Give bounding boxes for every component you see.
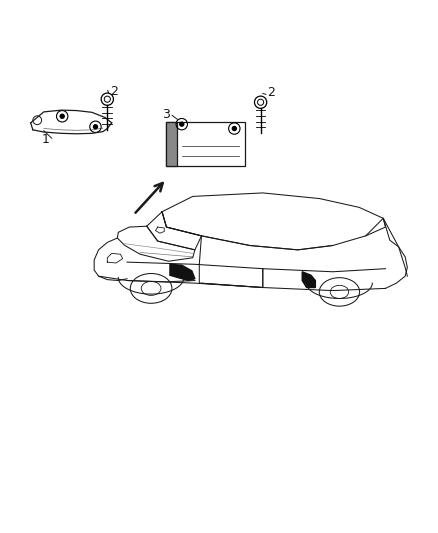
Bar [166, 122, 177, 166]
Circle shape [60, 114, 64, 118]
Text: 3: 3 [162, 108, 170, 121]
Text: 1: 1 [42, 133, 50, 146]
Circle shape [180, 122, 184, 126]
Text: 2: 2 [267, 86, 275, 99]
Circle shape [232, 126, 237, 131]
Circle shape [93, 125, 98, 129]
Polygon shape [170, 264, 195, 280]
Bar [166, 122, 245, 166]
Text: 2: 2 [110, 85, 118, 98]
Polygon shape [302, 272, 315, 287]
